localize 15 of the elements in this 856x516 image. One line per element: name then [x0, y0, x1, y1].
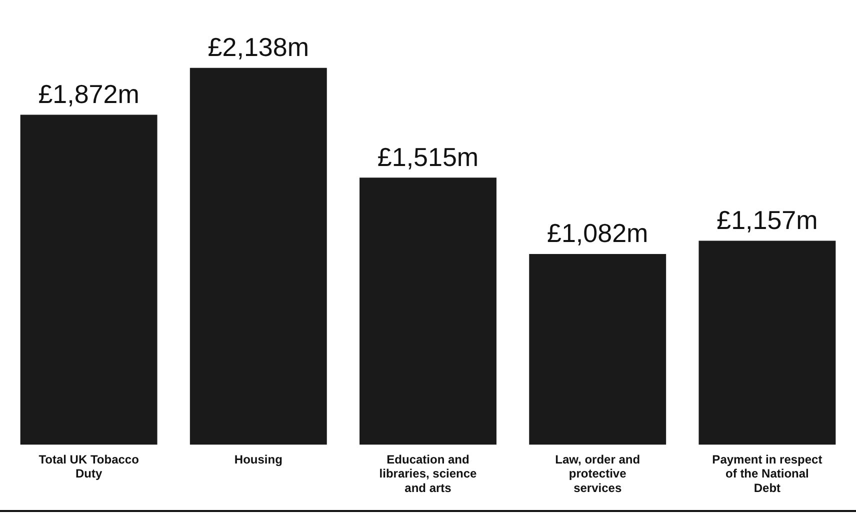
- bar: [529, 254, 666, 445]
- x-tick-label: Payment in respect of the National Debt: [712, 452, 822, 496]
- data-label: £1,157m: [716, 204, 818, 235]
- data-label: £1,515m: [377, 142, 479, 172]
- bar: [20, 114, 158, 445]
- data-label: £2,138m: [208, 32, 309, 62]
- bar: [360, 178, 496, 445]
- x-tick-label: Total UK Tobacco Duty: [38, 452, 139, 481]
- data-label: £1,082m: [547, 218, 648, 248]
- bar: [698, 240, 836, 445]
- x-tick-label: Housing: [234, 452, 282, 466]
- bar: [190, 68, 327, 445]
- x-tick-label: Law, order and protective services: [555, 452, 640, 496]
- x-tick-label: Education and libraries, science and arts: [379, 452, 478, 496]
- data-label: £1,872m: [38, 78, 140, 109]
